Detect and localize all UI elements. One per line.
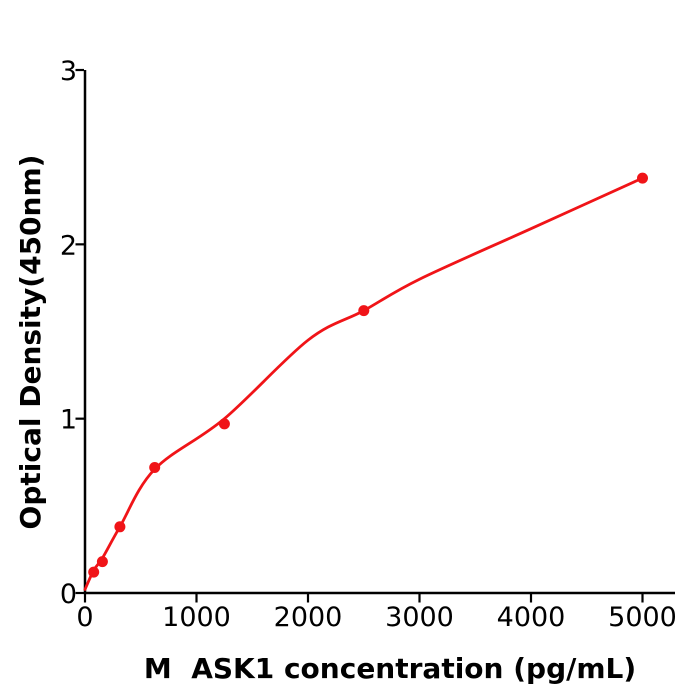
axes-layer: 0 1000 2000 3000 4000 5000 0 1 2 3 xyxy=(60,56,677,633)
y-axis-title: Optical Density(450nm) xyxy=(14,155,47,530)
fit-curve-path xyxy=(83,176,644,591)
y-tick-label: 3 xyxy=(60,56,77,87)
x-tick-label: 2000 xyxy=(274,602,343,633)
series-layer xyxy=(83,172,648,591)
y-tick-label: 0 xyxy=(60,579,77,610)
y-tick-label: 2 xyxy=(60,230,77,261)
x-tick-label: 3000 xyxy=(385,602,454,633)
axis-spines xyxy=(83,70,675,595)
y-tick-label: 1 xyxy=(60,405,77,436)
x-tick-label: 0 xyxy=(76,602,93,633)
x-tick-label: 4000 xyxy=(497,602,566,633)
x-tick-label: 1000 xyxy=(162,602,231,633)
x-axis-title: M ASK1 concentration (pg/mL) xyxy=(144,652,636,685)
x-tick-label: 5000 xyxy=(608,602,677,633)
